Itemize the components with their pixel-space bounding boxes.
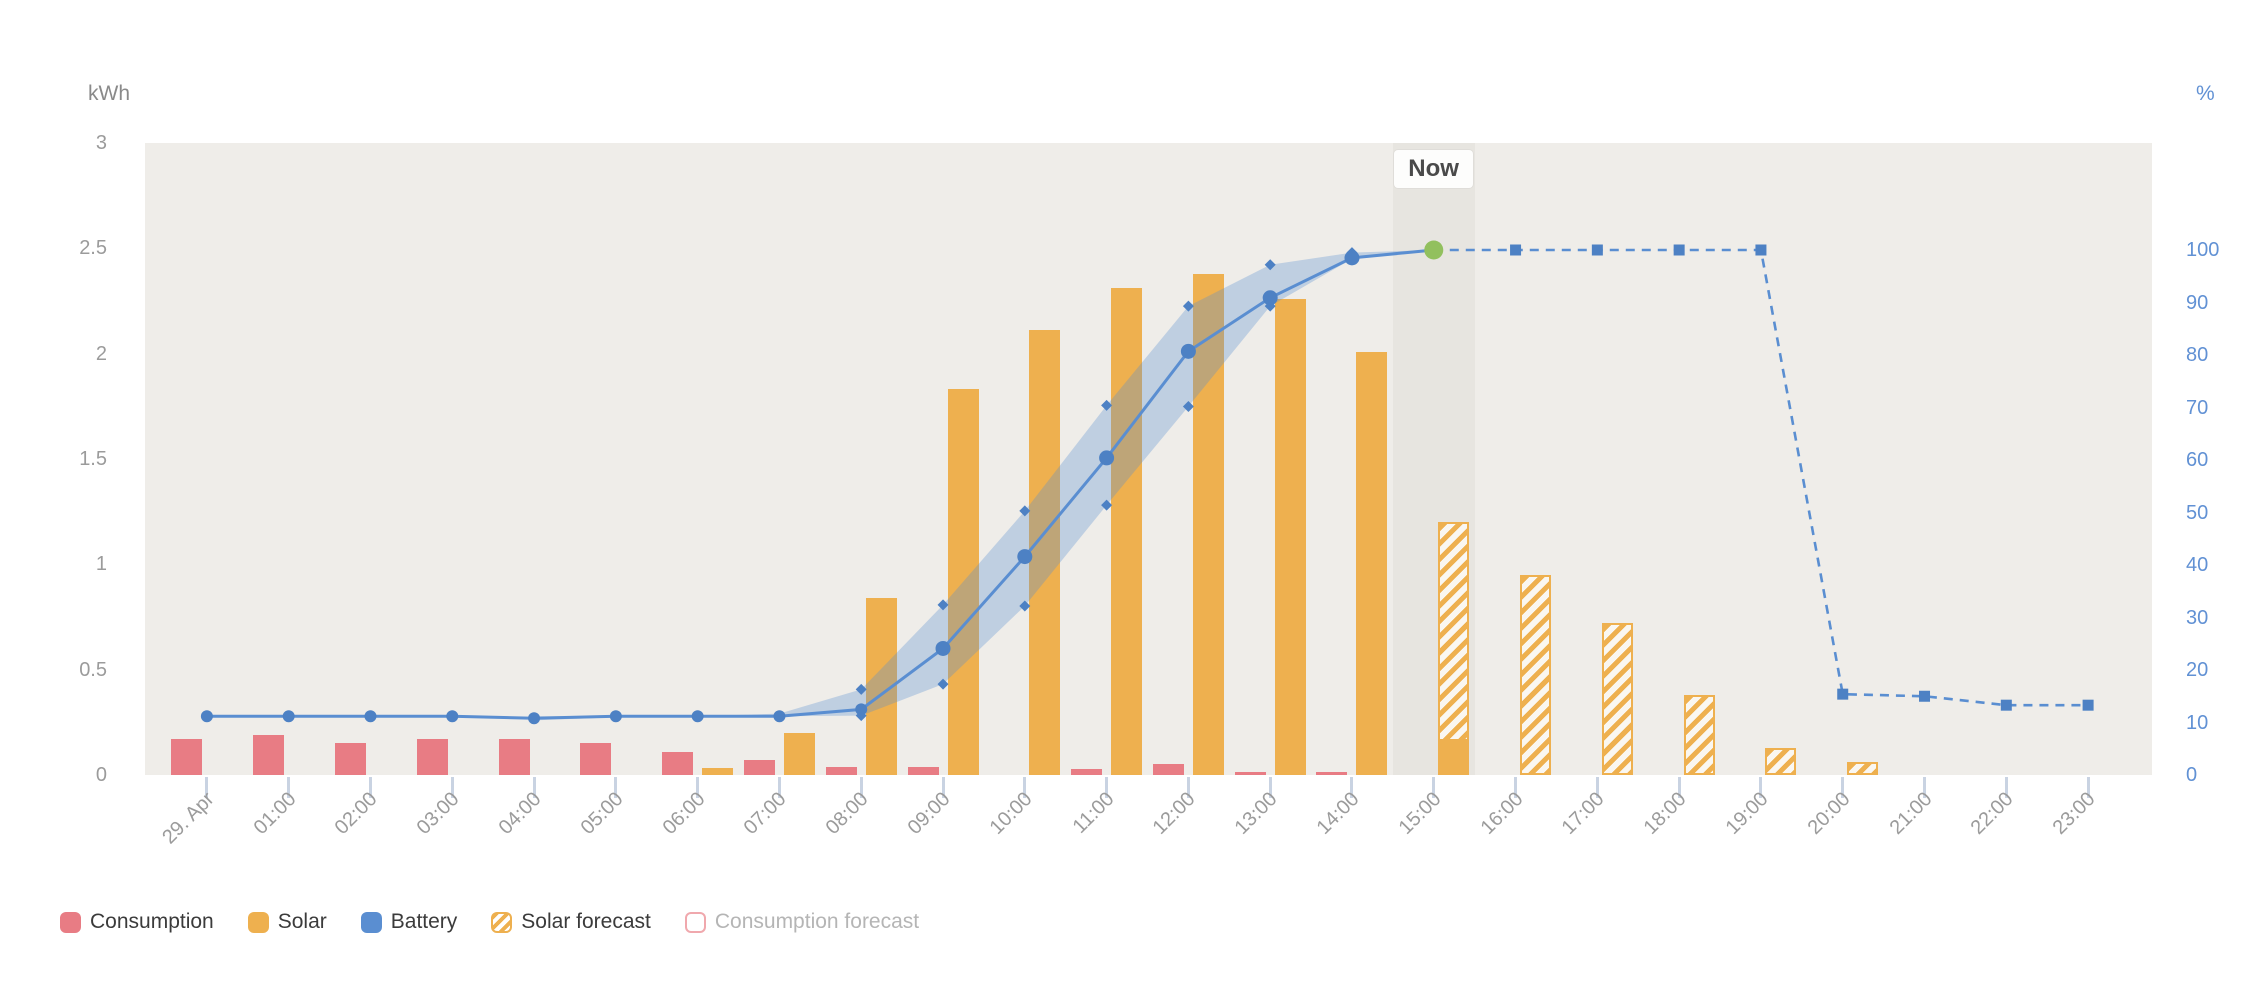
x-axis-tick [2086, 777, 2090, 798]
x-axis-tick [777, 777, 781, 798]
solar-bar [1029, 330, 1061, 775]
solar-bar [783, 732, 815, 775]
consumption-bar [907, 766, 939, 775]
legend-swatch [684, 911, 706, 933]
solar-bar [1111, 288, 1143, 775]
right-axis-tick-label: 100 [2186, 239, 2220, 261]
consumption-bar [743, 760, 775, 775]
solar-forecast-bar [1683, 694, 1715, 775]
left-axis-tick-label: 1.5 [79, 448, 107, 470]
left-axis-tick-label: 0.5 [79, 658, 107, 681]
legend-item-consumption-forecast[interactable]: Consumption forecast [684, 910, 920, 934]
x-axis-tick [1186, 777, 1190, 798]
left-axis-tick-label: 2 [95, 342, 107, 365]
consumption-bar [662, 751, 694, 775]
legend-item-solar-forecast[interactable]: Solar forecast [491, 910, 651, 934]
x-axis-tick [1841, 777, 1845, 798]
consumption-bar [334, 743, 366, 775]
right-axis-tick-label: 40 [2186, 554, 2209, 576]
legend-swatch [491, 911, 513, 933]
consumption-bar [1152, 764, 1184, 775]
x-axis-tick [1105, 777, 1109, 798]
solar-forecast-bar [1847, 762, 1879, 775]
legend-label: Solar forecast [521, 910, 651, 933]
solar-forecast-bar [1438, 522, 1470, 775]
consumption-bar [171, 739, 203, 775]
consumption-bar [1234, 771, 1266, 775]
right-axis-tick-label: 50 [2186, 501, 2209, 524]
consumption-bar [253, 734, 285, 775]
consumption-bar [1316, 771, 1348, 775]
legend-swatch [60, 911, 81, 933]
solar-bar [947, 389, 979, 775]
solar-forecast-bar [1765, 747, 1797, 775]
left-axis-tick-label: 2.5 [79, 237, 107, 260]
solar-bar [1438, 739, 1470, 775]
x-axis-tick [1514, 777, 1518, 798]
solar-bar [1192, 273, 1224, 775]
x-axis-tick [614, 777, 618, 798]
x-axis-tick [205, 777, 209, 798]
x-axis-tick [1023, 777, 1027, 798]
x-axis-tick [696, 777, 700, 798]
x-axis-tick [2004, 777, 2008, 798]
right-axis-tick-label: 70 [2186, 396, 2209, 419]
x-axis-tick [368, 777, 372, 798]
consumption-bar [498, 739, 530, 775]
legend-swatch [247, 911, 269, 933]
right-axis-tick-label: 0 [2186, 764, 2198, 786]
legend-label: Solar [277, 910, 327, 933]
x-axis-tick [450, 777, 454, 798]
legend-label: Consumption forecast [714, 910, 920, 933]
right-axis-tick-label: 80 [2186, 344, 2209, 366]
legend: Consumption Solar Battery Solar forecast Con… [60, 910, 919, 934]
x-axis-tick [1923, 777, 1927, 798]
consumption-bar [580, 743, 612, 775]
x-axis-tick [1268, 777, 1272, 798]
right-axis-tick-label: 10 [2186, 711, 2209, 734]
now-label: Now [1394, 150, 1473, 188]
x-axis-tick [1677, 777, 1681, 798]
x-axis-tick [941, 777, 945, 798]
legend-swatch [360, 911, 382, 933]
legend-item-battery[interactable]: Battery [360, 910, 458, 934]
x-axis-tick [859, 777, 863, 798]
legend-item-consumption[interactable]: Consumption [60, 910, 214, 934]
x-axis-tick [1759, 777, 1763, 798]
left-axis-tick-label: 3 [95, 132, 107, 154]
right-axis-tick-label: 20 [2186, 659, 2209, 681]
x-axis-tick [532, 777, 536, 798]
legend-label: Consumption [90, 910, 214, 933]
x-axis-tick [1432, 777, 1436, 798]
consumption-bar [825, 766, 857, 775]
solar-forecast-bar [1601, 623, 1633, 775]
right-axis-tick-label: 30 [2186, 606, 2209, 629]
x-axis-tick [287, 777, 291, 798]
solar-bar [865, 598, 897, 775]
legend-label: Battery [390, 910, 458, 933]
x-axis-tick [1350, 777, 1354, 798]
left-axis-tick-label: 1 [95, 553, 107, 576]
consumption-bar [1071, 768, 1103, 775]
legend-item-solar[interactable]: Solar [247, 910, 327, 934]
right-axis-tick-label: 90 [2186, 291, 2209, 314]
consumption-bar [416, 739, 448, 775]
solar-forecast-bar [1520, 574, 1552, 775]
right-axis-unit-label: % [2196, 82, 2215, 105]
left-axis-unit-label: kWh [88, 82, 130, 105]
left-axis-tick-label: 0 [95, 764, 107, 786]
solar-bar [1356, 351, 1388, 775]
solar-bar [1274, 298, 1306, 775]
right-axis-tick-label: 60 [2186, 449, 2209, 471]
solar-bar [702, 767, 734, 775]
x-axis-tick [1595, 777, 1599, 798]
